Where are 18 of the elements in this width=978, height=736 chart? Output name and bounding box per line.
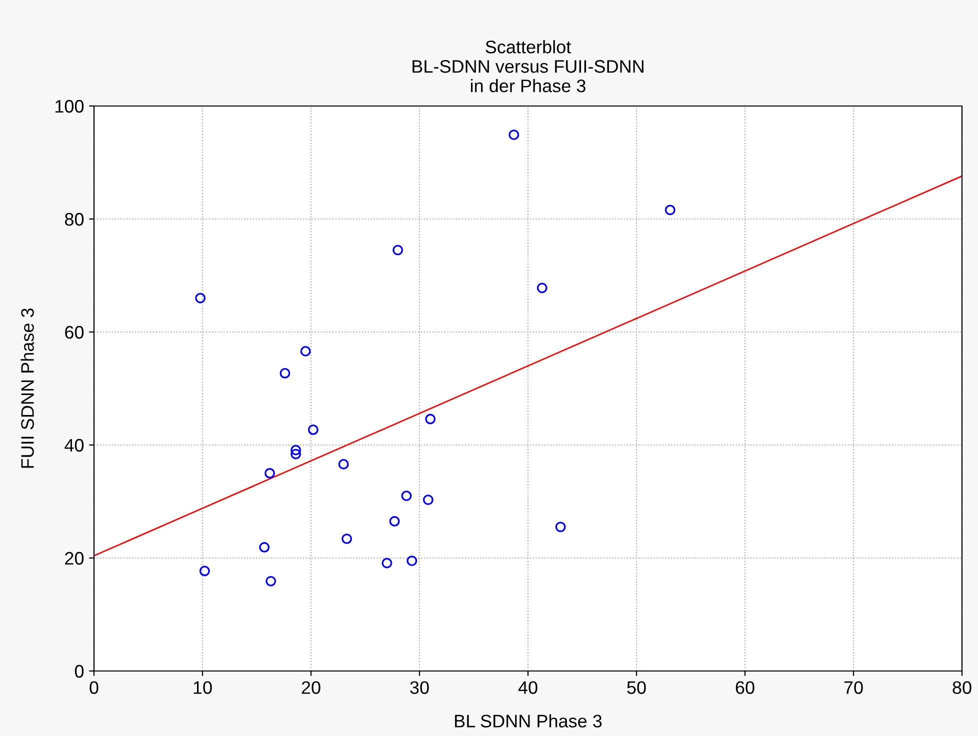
y-tick-label: 0 bbox=[74, 664, 84, 678]
x-tick-label: 40 bbox=[518, 681, 538, 694]
y-tick-label: 40 bbox=[64, 438, 84, 452]
y-tick-label: 60 bbox=[65, 326, 84, 339]
x-tick-label: 80 bbox=[952, 681, 972, 694]
x-tick-label: 10 bbox=[194, 681, 212, 694]
x-tick-label: 30 bbox=[410, 681, 429, 694]
y-tick-label: 100 bbox=[56, 100, 84, 113]
x-tick-label: 60 bbox=[736, 681, 754, 694]
y-axis-title: FUII SDNN Phase 3 bbox=[20, 308, 34, 468]
x-tick-label: 70 bbox=[844, 681, 863, 694]
x-tick-label: 20 bbox=[302, 681, 320, 694]
chart-title: Scatterblot BL-SDNN versus FUII-SDNN in der Phase 3 bbox=[412, 40, 644, 92]
x-tick-label: 50 bbox=[627, 681, 646, 694]
x-tick-label: 0 bbox=[90, 681, 98, 694]
x-axis-title: BL SDNN Phase 3 bbox=[455, 714, 602, 728]
y-tick-label: 80 bbox=[64, 212, 84, 226]
y-tick-label: 20 bbox=[65, 552, 84, 565]
